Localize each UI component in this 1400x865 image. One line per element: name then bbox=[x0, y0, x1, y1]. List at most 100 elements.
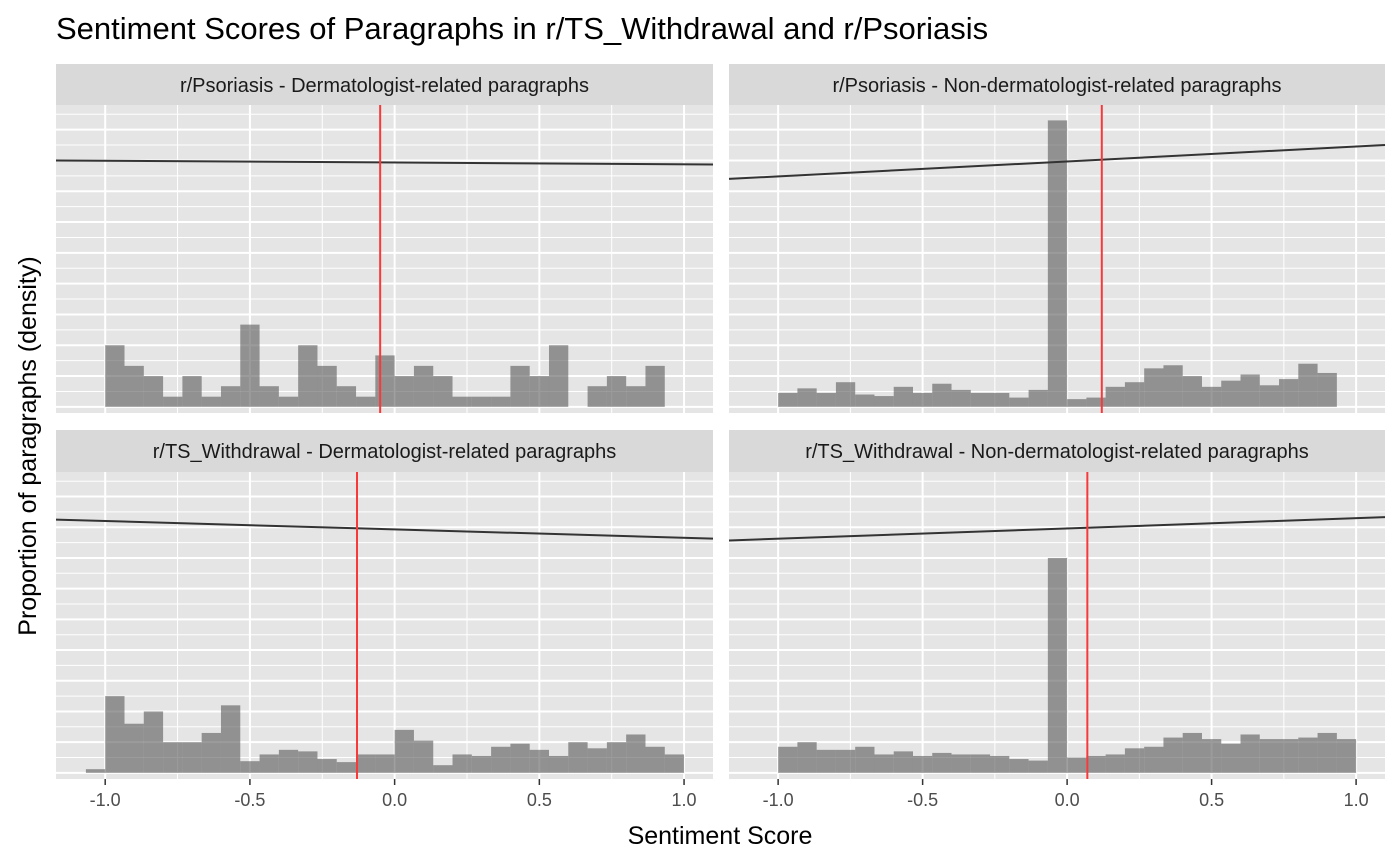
histogram-bar bbox=[182, 376, 202, 407]
x-tick-label: 1.0 bbox=[672, 790, 697, 810]
histogram-bar bbox=[491, 396, 511, 407]
histogram-bar bbox=[664, 754, 685, 773]
histogram-bar bbox=[855, 394, 875, 407]
histogram-bar bbox=[143, 376, 164, 407]
histogram-bar bbox=[1336, 739, 1357, 773]
histogram-bar bbox=[220, 705, 241, 773]
histogram-bar bbox=[529, 749, 550, 773]
histogram-bar bbox=[124, 723, 144, 773]
histogram-bar bbox=[1086, 397, 1106, 407]
histogram-bar bbox=[816, 749, 836, 773]
x-tick-label: 1.0 bbox=[1344, 790, 1369, 810]
chart-title: Sentiment Scores of Paragraphs in r/TS_W… bbox=[56, 11, 988, 46]
histogram-bar bbox=[778, 392, 798, 407]
histogram-bar bbox=[356, 396, 376, 407]
histogram-bar bbox=[1298, 737, 1318, 773]
x-tick-label: 0.0 bbox=[1055, 790, 1080, 810]
strip-label: r/Psoriasis - Non-dermatologist-related … bbox=[832, 75, 1281, 97]
histogram-bar bbox=[990, 392, 1010, 407]
strip-label: r/TS_Withdrawal - Non-dermatologist-rela… bbox=[805, 441, 1309, 463]
histogram-bar bbox=[240, 761, 260, 773]
histogram-bar bbox=[970, 392, 991, 407]
histogram-bar bbox=[433, 765, 453, 773]
histogram-bar bbox=[990, 755, 1010, 773]
histogram-bar bbox=[1144, 368, 1164, 407]
histogram-bar bbox=[298, 751, 318, 773]
histogram-bar bbox=[433, 376, 453, 407]
histogram-bar bbox=[1182, 376, 1202, 407]
strip-background bbox=[56, 430, 713, 472]
histogram-bar bbox=[1067, 399, 1087, 407]
x-tick-label: 0.5 bbox=[527, 790, 552, 810]
histogram-bar bbox=[85, 769, 106, 773]
x-tick-label: 0.5 bbox=[1199, 790, 1224, 810]
trend-line bbox=[55, 518, 714, 540]
histogram-bar bbox=[163, 742, 183, 773]
histogram-bar bbox=[1221, 380, 1241, 407]
histogram-bars bbox=[778, 557, 1357, 773]
x-axis-title: Sentiment Score bbox=[628, 822, 813, 850]
histogram-bar bbox=[970, 754, 991, 773]
histogram-bar bbox=[568, 742, 588, 773]
panel-psoriasis-derm: r/Psoriasis - Dermatologist-related para… bbox=[55, 64, 714, 413]
histogram-bar bbox=[471, 755, 492, 773]
histogram-bar bbox=[163, 396, 183, 407]
histogram-bar bbox=[1221, 743, 1241, 773]
histogram-bar bbox=[548, 345, 569, 407]
histogram-bar bbox=[220, 386, 241, 407]
histogram-bar bbox=[1105, 754, 1125, 773]
histogram-bar bbox=[105, 345, 125, 407]
x-tick-label: -0.5 bbox=[907, 790, 938, 810]
histogram-bar bbox=[932, 383, 952, 407]
histogram-bar bbox=[452, 396, 472, 407]
histogram-bar bbox=[1124, 748, 1145, 773]
histogram-bar bbox=[105, 696, 125, 773]
histogram-bar bbox=[912, 755, 933, 773]
histogram-bar bbox=[240, 324, 260, 407]
histogram-bar bbox=[375, 754, 395, 773]
trend-line bbox=[728, 144, 1386, 180]
histogram-bar bbox=[874, 754, 894, 773]
histogram-bar bbox=[510, 365, 530, 407]
panel-tsw-derm: r/TS_Withdrawal - Dermatologist-related … bbox=[55, 430, 714, 779]
panel-psoriasis-nonderm: r/Psoriasis - Non-dermatologist-related … bbox=[728, 64, 1386, 413]
histogram-bar bbox=[626, 734, 646, 773]
x-tick-label: -1.0 bbox=[90, 790, 121, 810]
histogram-bar bbox=[1105, 386, 1125, 407]
histogram-bars bbox=[778, 120, 1337, 407]
x-tick-label: 0.0 bbox=[382, 790, 407, 810]
x-axis-left: -1.0 -0.5 0.0 0.5 1.0 bbox=[90, 779, 697, 810]
strip-background bbox=[729, 64, 1385, 105]
histogram-bar bbox=[1279, 379, 1299, 407]
histogram-bar bbox=[1317, 732, 1337, 773]
histogram-bar bbox=[375, 355, 395, 407]
histogram-bar bbox=[893, 751, 913, 773]
histogram-bar bbox=[1201, 739, 1222, 773]
histogram-bar bbox=[797, 388, 817, 407]
histogram-bar bbox=[317, 365, 337, 407]
histogram-bar bbox=[394, 729, 414, 773]
histogram-bar bbox=[1124, 382, 1145, 407]
histogram-bar bbox=[587, 748, 607, 773]
strip-background bbox=[729, 430, 1385, 472]
histogram-bar bbox=[951, 754, 971, 773]
histogram-bar bbox=[182, 742, 202, 773]
histogram-bar bbox=[529, 376, 550, 407]
histogram-bar bbox=[835, 382, 856, 407]
histogram-bar bbox=[413, 740, 434, 773]
histogram-bar bbox=[124, 365, 144, 407]
histogram-bar bbox=[548, 755, 569, 773]
histogram-bar bbox=[1144, 746, 1164, 773]
histogram-bars bbox=[105, 324, 665, 407]
trend-line bbox=[55, 159, 714, 166]
x-axis-right: -1.0 -0.5 0.0 0.5 1.0 bbox=[763, 779, 1369, 810]
histogram-bar bbox=[1086, 755, 1106, 773]
histogram-bar bbox=[491, 746, 511, 773]
histogram-bar bbox=[797, 742, 817, 773]
histogram-bar bbox=[298, 345, 318, 407]
histogram-bar bbox=[1182, 732, 1202, 773]
histogram-bar bbox=[356, 754, 376, 773]
histogram-bar bbox=[1047, 120, 1068, 407]
histogram-bar bbox=[336, 386, 357, 407]
